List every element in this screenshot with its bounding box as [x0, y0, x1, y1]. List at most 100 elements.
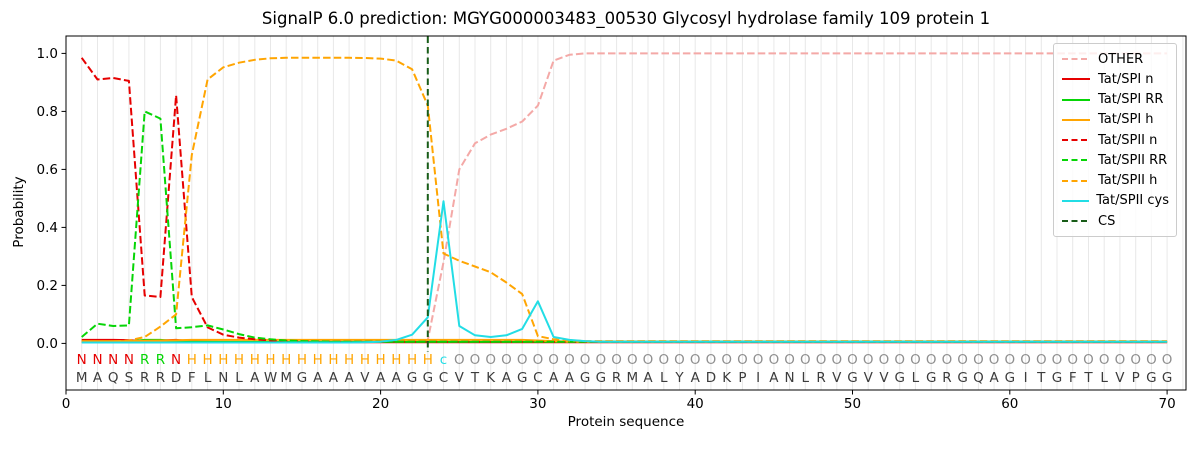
svg-text:H: H [203, 352, 213, 368]
svg-text:H: H [376, 352, 386, 368]
svg-text:R: R [140, 352, 149, 368]
svg-text:M: M [626, 370, 638, 386]
svg-text:0.0: 0.0 [37, 336, 58, 352]
svg-text:O: O [501, 352, 512, 368]
series-tat-spii-h [81, 56, 1168, 343]
svg-text:60: 60 [1001, 396, 1018, 412]
legend-line-sample [1062, 179, 1090, 182]
svg-text:O: O [627, 352, 638, 368]
svg-text:O: O [863, 352, 874, 368]
svg-text:S: S [125, 370, 134, 386]
svg-text:M: M [76, 370, 88, 386]
svg-text:50: 50 [844, 396, 861, 412]
legend-label: Tat/SPII cys [1096, 193, 1169, 209]
svg-text:O: O [753, 352, 764, 368]
svg-text:A: A [329, 370, 339, 386]
svg-text:A: A [250, 370, 260, 386]
svg-text:V: V [832, 370, 842, 386]
svg-text:1.0: 1.0 [37, 46, 58, 62]
legend-line-sample [1062, 78, 1090, 81]
svg-text:L: L [204, 370, 212, 386]
svg-text:G: G [596, 370, 606, 386]
svg-text:O: O [769, 352, 780, 368]
svg-text:G: G [1162, 370, 1172, 386]
svg-text:H: H [281, 352, 291, 368]
svg-text:O: O [643, 352, 654, 368]
svg-text:O: O [690, 352, 701, 368]
svg-text:O: O [721, 352, 732, 368]
svg-text:D: D [706, 370, 716, 386]
legend-line-sample [1062, 199, 1090, 202]
svg-text:O: O [1052, 352, 1063, 368]
svg-text:O: O [533, 352, 544, 368]
svg-text:H: H [407, 352, 417, 368]
svg-text:A: A [643, 370, 653, 386]
legend-label: Tat/SPI h [1098, 112, 1154, 128]
svg-text:M: M [280, 370, 292, 386]
svg-text:10: 10 [215, 396, 232, 412]
svg-text:H: H [187, 352, 197, 368]
series-other [81, 52, 1168, 343]
svg-text:K: K [722, 370, 732, 386]
svg-text:T: T [470, 370, 480, 386]
svg-text:O: O [595, 352, 606, 368]
svg-text:F: F [1069, 370, 1077, 386]
svg-text:O: O [879, 352, 890, 368]
svg-text:L: L [235, 370, 243, 386]
legend-line-sample [1062, 118, 1090, 121]
svg-text:O: O [847, 352, 858, 368]
svg-text:A: A [313, 370, 323, 386]
x-axis-ticks: 0 10 20 30 40 50 60 70 [62, 390, 1176, 412]
svg-text:L: L [1100, 370, 1108, 386]
svg-text:O: O [454, 352, 465, 368]
svg-text:O: O [989, 352, 1000, 368]
svg-text:N: N [124, 352, 134, 368]
svg-text:G: G [580, 370, 590, 386]
svg-text:O: O [564, 352, 575, 368]
svg-text:A: A [691, 370, 701, 386]
svg-text:T: T [1036, 370, 1046, 386]
svg-text:O: O [658, 352, 669, 368]
svg-text:L: L [802, 370, 810, 386]
svg-text:I: I [1024, 370, 1028, 386]
svg-text:V: V [455, 370, 465, 386]
svg-text:Q: Q [108, 370, 119, 386]
svg-text:0.4: 0.4 [37, 220, 58, 236]
svg-text:O: O [517, 352, 528, 368]
legend-item: Tat/SPII RR [1061, 150, 1169, 170]
svg-text:O: O [1130, 352, 1141, 368]
axes-box [65, 35, 1187, 391]
legend: OTHER Tat/SPI n Tat/SPI RR Tat/SPI h Tat/SPI… [1053, 43, 1177, 237]
legend-label: Tat/SPI n [1098, 71, 1154, 87]
svg-text:70: 70 [1159, 396, 1176, 412]
legend-item: Tat/SPII h [1061, 171, 1169, 191]
svg-text:H: H [218, 352, 228, 368]
svg-text:0.8: 0.8 [37, 104, 58, 120]
svg-text:O: O [1083, 352, 1094, 368]
svg-text:H: H [360, 352, 370, 368]
series-tat-spii-n [80, 57, 1168, 343]
svg-text:Y: Y [674, 370, 684, 386]
series-tat-spii-cys [81, 200, 1168, 344]
svg-text:0.2: 0.2 [37, 278, 58, 294]
svg-text:H: H [250, 352, 260, 368]
svg-text:H: H [313, 352, 323, 368]
svg-text:G: G [517, 370, 527, 386]
svg-text:A: A [93, 370, 103, 386]
svg-text:O: O [957, 352, 968, 368]
svg-text:20: 20 [372, 396, 389, 412]
legend-label: Tat/SPII h [1098, 173, 1158, 188]
svg-text:V: V [879, 370, 889, 386]
svg-text:O: O [1162, 352, 1173, 368]
legend-item: CS [1061, 211, 1169, 231]
x-axis-label: Protein sequence [567, 414, 685, 430]
legend-label: Tat/SPI RR [1098, 92, 1164, 107]
svg-text:N: N [92, 352, 102, 368]
svg-text:O: O [611, 352, 622, 368]
legend-line-sample [1062, 159, 1090, 162]
svg-text:N: N [218, 370, 228, 386]
svg-text:30: 30 [529, 396, 546, 412]
svg-text:O: O [706, 352, 717, 368]
